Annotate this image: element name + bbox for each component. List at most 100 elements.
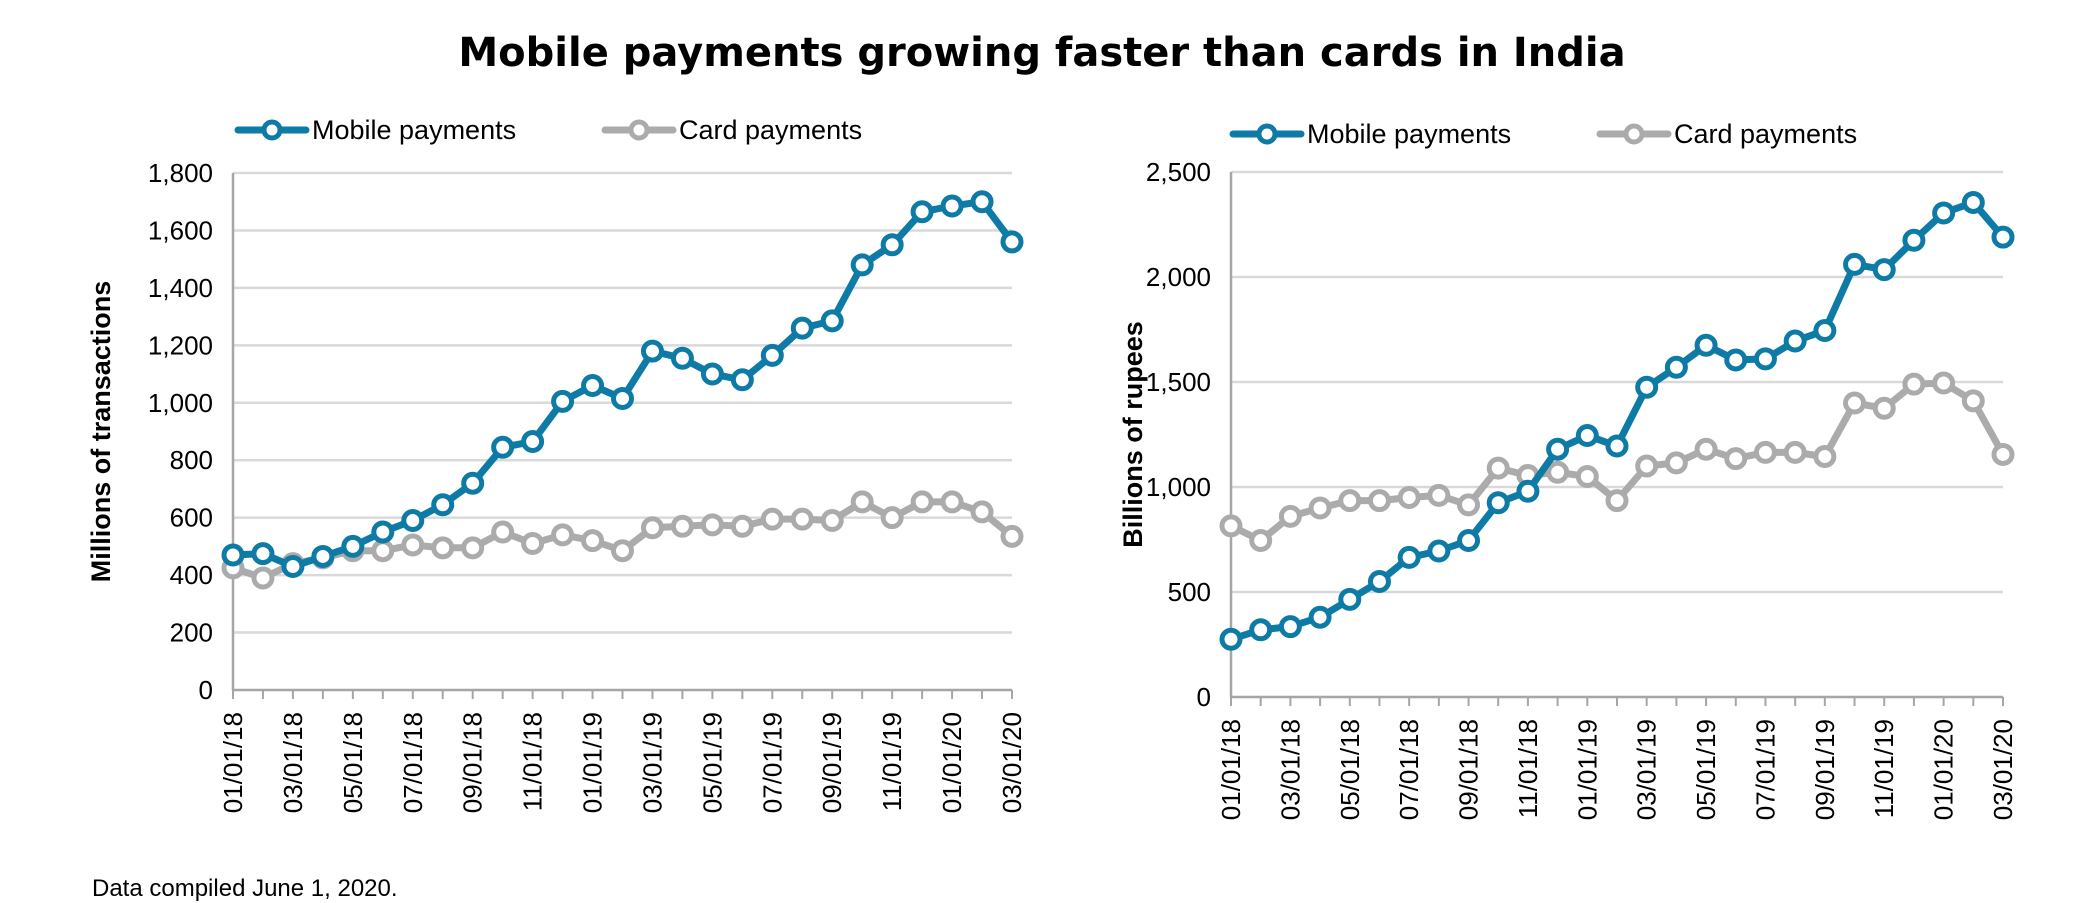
- y-tick-label: 1,000: [148, 388, 213, 418]
- y-tick-label: 1,500: [1146, 367, 1211, 397]
- y-tick-label: 1,800: [148, 158, 213, 188]
- legend-card-marker: [1623, 123, 1645, 145]
- card-series-point: [970, 500, 994, 524]
- mobile-series-point: [311, 544, 335, 568]
- mobile-series-point: [221, 543, 245, 567]
- mobile-series-point: [431, 493, 455, 517]
- mobile-series-point: [1724, 348, 1748, 372]
- mobile-series-point: [1783, 329, 1807, 353]
- mobile-series-point: [700, 362, 724, 386]
- chart-title: Mobile payments growing faster than card…: [458, 30, 1626, 76]
- mobile-series-point: [1000, 230, 1024, 254]
- card-series-point: [1338, 489, 1362, 513]
- x-tick-label: 01/01/19: [1572, 719, 1602, 820]
- mobile-series-point: [1932, 201, 1956, 225]
- x-tick-label: 03/01/18: [1275, 719, 1305, 820]
- mobile-series-point: [1367, 570, 1391, 593]
- card-series-point: [1486, 456, 1510, 480]
- x-tick-label: 01/01/19: [578, 712, 608, 813]
- mobile-series-point: [790, 316, 814, 340]
- x-tick-label: 09/01/19: [817, 712, 847, 813]
- y-tick-label: 2,500: [1146, 157, 1211, 187]
- x-tick-label: 03/01/19: [637, 712, 667, 813]
- card-series-point: [251, 566, 275, 590]
- y-axis-title: Billions of rupees: [1118, 321, 1148, 548]
- y-tick-label: 200: [170, 618, 213, 648]
- mobile-series-point: [251, 542, 275, 566]
- mobile-series-point: [1991, 225, 2015, 249]
- card-series-point: [371, 539, 395, 563]
- x-tick-label: 09/01/18: [458, 712, 488, 813]
- mobile-series-point: [1308, 605, 1332, 629]
- mobile-series-point: [970, 190, 994, 214]
- mobile-series-point: [820, 309, 844, 333]
- left-chart-transactions: 0 200 400 600 800 1,000 1,200 1,400 1,600 1,800 01…: [86, 115, 1027, 813]
- x-tick-label: 07/01/18: [1394, 719, 1424, 820]
- mobile-series-point: [1635, 375, 1659, 399]
- card-series-point: [1694, 437, 1718, 461]
- card-series-point: [401, 533, 425, 557]
- card-series-point: [670, 514, 694, 538]
- x-tick-label: 11/01/19: [877, 712, 907, 811]
- y-tick-label: 1,400: [148, 273, 213, 303]
- mobile-series-point: [1338, 587, 1362, 611]
- mobile-series-point: [491, 435, 515, 459]
- x-tick-label: 07/01/19: [757, 712, 787, 813]
- card-series-point: [1753, 440, 1777, 464]
- y-tick-label: 400: [170, 560, 213, 590]
- mobile-series-point: [1902, 228, 1926, 252]
- card-series-point: [760, 507, 784, 531]
- right-chart-rupees: 0 500 1,000 1,500 2,000 2,500 01/01/18 03/01/18…: [1118, 119, 2018, 820]
- mobile-series-point: [401, 509, 425, 533]
- card-series-point: [1457, 493, 1481, 517]
- card-series-point: [700, 513, 724, 537]
- x-tick-label: 03/01/20: [997, 712, 1027, 813]
- mobile-series-point: [1813, 319, 1837, 343]
- y-tick-label: 2,000: [1146, 262, 1211, 292]
- x-tick-label: 01/01/20: [937, 712, 967, 813]
- x-tick-label: 05/01/19: [697, 712, 727, 813]
- card-series-point: [431, 536, 455, 560]
- card-series-point: [1546, 460, 1570, 484]
- card-series-point: [1813, 445, 1837, 469]
- mobile-series-point: [521, 430, 545, 454]
- card-series-point: [1397, 486, 1421, 509]
- card-series-point: [1724, 447, 1748, 471]
- card-series-point: [1932, 371, 1956, 395]
- x-tick-label: 07/01/19: [1750, 719, 1780, 820]
- mobile-series-point: [910, 200, 934, 224]
- card-series-point: [850, 490, 874, 514]
- mobile-series-point: [1664, 355, 1688, 379]
- y-tick-label: 600: [170, 503, 213, 533]
- mobile-series-point: [341, 534, 365, 558]
- mobile-series-point: [730, 368, 754, 392]
- card-series-point: [1427, 483, 1451, 507]
- mobile-series-point: [611, 386, 634, 410]
- card-series-point: [1872, 396, 1896, 420]
- mobile-series-point: [1605, 434, 1629, 458]
- legend-mobile-marker: [1256, 123, 1278, 145]
- card-series-point: [581, 529, 605, 553]
- y-tick-label: 800: [170, 445, 213, 475]
- mobile-series-point: [1486, 491, 1510, 515]
- card-series-point: [1843, 391, 1867, 415]
- x-tick-label: 09/01/19: [1810, 719, 1840, 820]
- x-tick-label: 05/01/18: [1335, 719, 1365, 820]
- x-tick-label: 03/01/19: [1632, 719, 1662, 820]
- mobile-series-point: [670, 346, 694, 370]
- legend-mobile-marker: [261, 119, 283, 141]
- footnote: Data compiled June 1, 2020.: [92, 875, 398, 902]
- mobile-series-point: [1872, 258, 1896, 282]
- card-series-point: [611, 539, 634, 563]
- card-series-point: [521, 532, 545, 556]
- mobile-series-point: [1753, 347, 1777, 371]
- y-tick-label: 500: [1168, 577, 1211, 607]
- card-series-point: [1605, 489, 1629, 513]
- x-tick-label: 09/01/18: [1454, 719, 1484, 820]
- x-tick-label: 01/01/18: [1216, 719, 1246, 820]
- y-axis-title: Millions of transactions: [86, 281, 116, 583]
- legend-card-label: Card payments: [1674, 119, 1857, 149]
- card-series-point: [1308, 496, 1332, 520]
- card-series-point: [1635, 454, 1659, 478]
- card-series-point: [461, 536, 485, 560]
